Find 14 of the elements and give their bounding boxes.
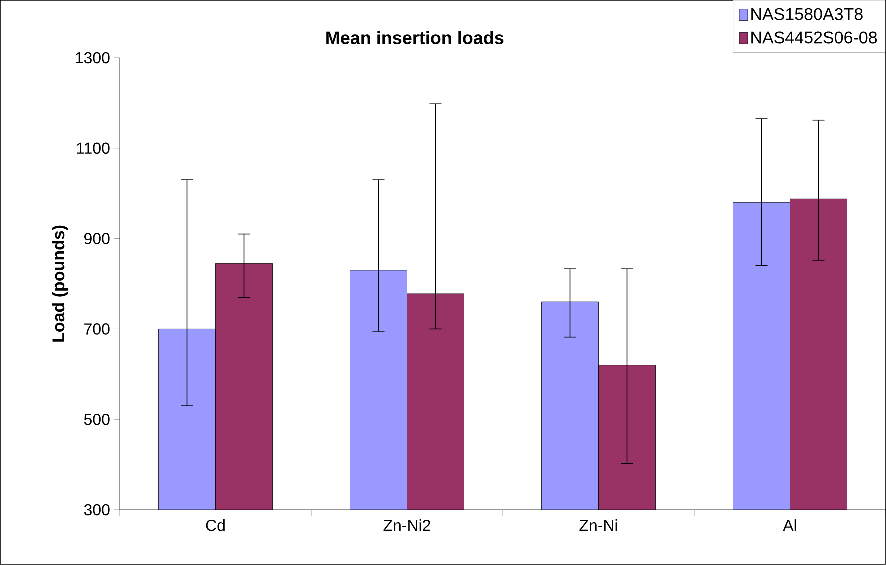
legend-label: NAS4452S06-08 <box>752 32 878 44</box>
y-axis-title: Load (pounds) <box>52 226 68 342</box>
y-tick-label: 900 <box>84 233 110 244</box>
chart-title: Mean insertion loads <box>326 31 504 44</box>
x-tick-label: Zn-Ni <box>580 520 618 532</box>
y-tick-label: 300 <box>84 504 110 516</box>
y-tick-label: 1100 <box>77 142 110 154</box>
y-tick-label: 1300 <box>76 52 110 64</box>
y-tick-label: 700 <box>84 324 110 335</box>
x-tick-label: Cd <box>206 520 225 532</box>
legend-label: NAS1580A3T8 <box>752 8 863 20</box>
y-tick-label: 500 <box>84 414 110 426</box>
x-tick-label: Zn-Ni2 <box>384 520 430 532</box>
x-tick-label: Al <box>783 520 796 532</box>
